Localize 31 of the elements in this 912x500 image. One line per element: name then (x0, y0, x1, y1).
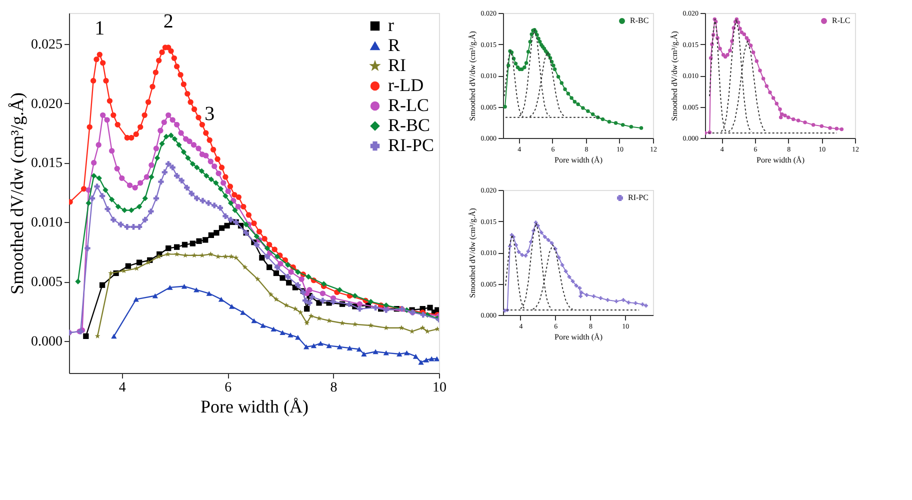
legend-label: RI-PC (628, 193, 648, 202)
y-axis-title: Smoothed dV/dw (cm³/g.Å) (468, 30, 477, 121)
y-axis-title: Smoothed dV/dw (cm³/g.Å) (670, 30, 679, 121)
annotation: 3 (204, 103, 215, 126)
x-tick-label: 6 (224, 380, 232, 396)
x-tick-label: 4 (118, 380, 126, 396)
legend-label: R-BC (388, 115, 430, 135)
x-axis-title: Pore width (Å) (554, 332, 603, 342)
legend-label: r-LD (388, 75, 424, 95)
x-tick-label: 8 (330, 380, 338, 396)
y-axis-title: Smoothed dV/dw (cm³/g.Å) (468, 208, 477, 298)
y-axis-title: Smoothed dV/dw (cm³/g.Å) (7, 92, 27, 294)
x-axis-title: Pore width (Å) (200, 396, 308, 416)
legend-label: RI (388, 55, 406, 75)
y-tick-label: 0.010 (31, 216, 62, 231)
y-tick-label: 0.015 (31, 156, 62, 172)
annotation: 1 (94, 18, 105, 40)
legend-label: R-LC (832, 16, 850, 25)
y-tick-label: 0.025 (31, 37, 62, 52)
y-tick-label: 0.000 (31, 334, 62, 350)
legend-label: R (388, 35, 400, 55)
legend-label: RI-PC (388, 135, 434, 155)
x-axis-title: Pore width (Å) (756, 156, 805, 164)
legend-label: r (388, 15, 394, 35)
annotation: 2 (163, 10, 174, 32)
x-tick-label: 10 (432, 380, 446, 396)
x-axis-title: Pore width (Å) (554, 156, 603, 164)
legend-label: R-BC (630, 16, 649, 25)
y-tick-label: 0.005 (31, 275, 62, 290)
y-tick-label: 0.020 (31, 96, 62, 112)
legend-label: R-LC (388, 95, 430, 115)
